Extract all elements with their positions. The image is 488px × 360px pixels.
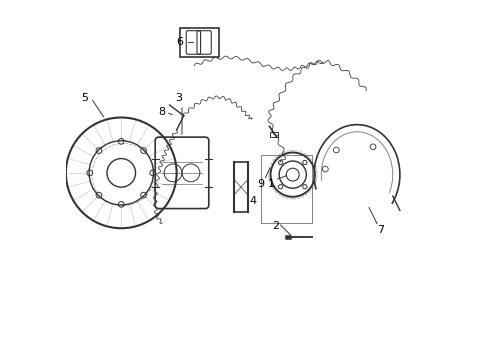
Bar: [269, 132, 278, 137]
Text: 2: 2: [271, 221, 279, 231]
Text: 9: 9: [257, 179, 264, 189]
Text: 8: 8: [158, 107, 165, 117]
Text: 4: 4: [249, 197, 257, 206]
Text: 6: 6: [176, 37, 183, 48]
Text: 7: 7: [376, 225, 383, 235]
Text: 5: 5: [81, 93, 88, 103]
Text: 3: 3: [175, 93, 182, 103]
Text: 1: 1: [267, 179, 274, 189]
Bar: [180, 28, 219, 57]
